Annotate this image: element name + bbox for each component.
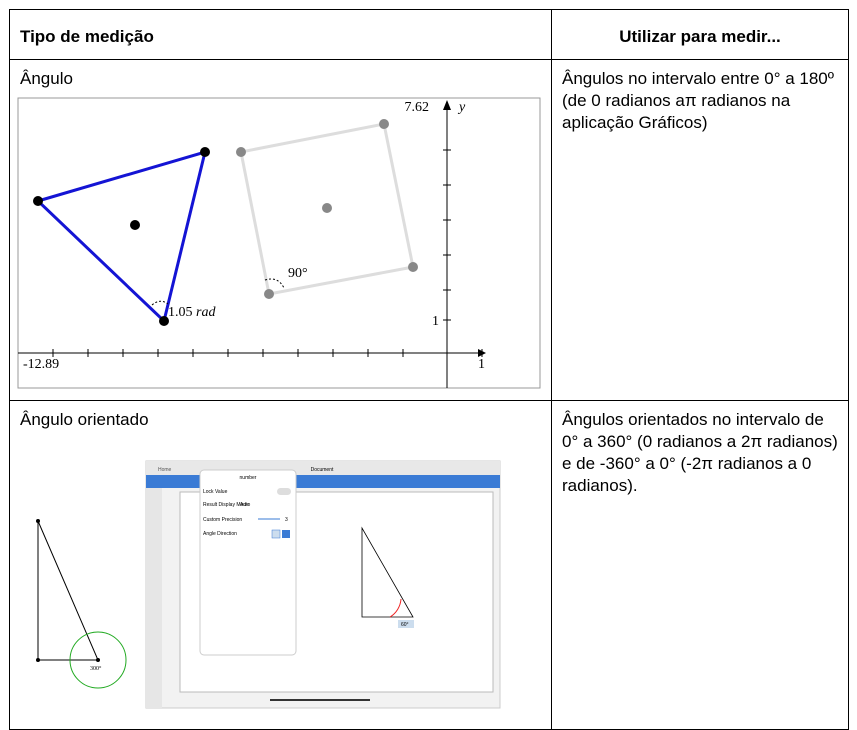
home-indicator <box>270 699 370 701</box>
button[interactable] <box>271 529 281 539</box>
popup-title: number <box>240 475 257 481</box>
angle-arc <box>264 278 285 289</box>
angle-arc <box>69 631 127 689</box>
setting-value: Auto <box>240 502 251 508</box>
points <box>236 119 418 299</box>
setting[interactable]: Custom Precision <box>203 517 242 523</box>
triangle <box>35 149 208 324</box>
figure-angle: 7.62 y -12.89 1 1 1.05 rad 90° <box>17 97 541 389</box>
axis-label: y <box>457 100 466 115</box>
figure-oriented-angle: 300° Home Document 60° number Lock Value… <box>36 460 501 709</box>
description-cell: Ângulos no intervalo entre 0° a 180º (de… <box>551 59 849 401</box>
doc-title: Document <box>311 467 334 473</box>
angle-arc <box>389 598 402 618</box>
axis-label: 1 <box>432 314 439 329</box>
setting[interactable]: Angle Direction <box>203 531 237 537</box>
angle-label: 90° <box>288 266 308 281</box>
triangle <box>361 526 414 618</box>
graph-frame <box>17 97 541 389</box>
page: Tipo de medição Utilizar para medir... Â… <box>9 9 849 730</box>
ticks <box>52 149 483 357</box>
angle-label: 300° <box>90 665 102 672</box>
button[interactable] <box>282 530 290 538</box>
angle-box <box>398 620 414 628</box>
setting[interactable]: Result Display Mode <box>203 502 249 508</box>
sidebar <box>146 488 162 708</box>
angle-label: 60° <box>401 622 409 628</box>
figures: 7.62 y -12.89 1 1 1.05 rad 90° 300° Home… <box>17 97 541 709</box>
popup <box>199 469 297 656</box>
axis-label: 7.62 <box>405 100 430 115</box>
angle-value: 1.05 <box>168 305 193 320</box>
setting-value: 3 <box>285 517 288 523</box>
triangle <box>37 520 99 661</box>
points <box>33 147 210 326</box>
axis-label: -12.89 <box>23 357 59 372</box>
toggle[interactable] <box>277 488 291 495</box>
angle-unit: rad <box>196 305 216 320</box>
toolbar <box>146 475 500 488</box>
arrow <box>443 100 451 110</box>
angle-arc <box>151 300 169 306</box>
angle-label: 1.05 rad <box>168 305 216 320</box>
axis-label: 1 <box>478 357 485 372</box>
setting[interactable]: Lock Value <box>203 489 228 495</box>
description-cell: Ângulos orientados no intervalo de 0° a … <box>551 400 849 730</box>
home[interactable]: Home <box>158 467 172 473</box>
